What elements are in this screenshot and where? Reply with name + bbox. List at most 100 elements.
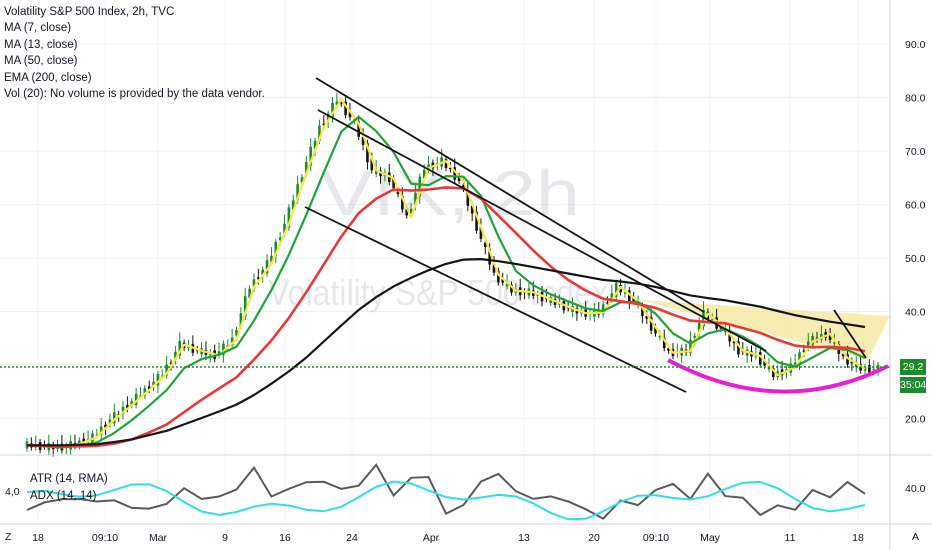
candle-up: [724, 330, 727, 333]
watermark-name: Volatility S&P 500 Index: [268, 272, 608, 313]
trend-line-lower: [304, 206, 687, 393]
time-axis[interactable]: 18 09:10 Mar 9 16 24 Apr 13 20 09:10 May 11 18: [32, 532, 864, 544]
candle-down: [645, 316, 649, 319]
candle-down: [401, 195, 404, 210]
candle-up: [710, 319, 714, 321]
x-tick-label: 18: [32, 532, 44, 544]
candle-up: [235, 329, 238, 336]
legend-adx[interactable]: ADX (14, 14): [30, 490, 97, 502]
candle-up: [243, 296, 247, 317]
candle-up: [217, 351, 221, 356]
candle-up: [95, 434, 99, 436]
candle-down: [763, 360, 766, 366]
candle-down: [662, 337, 666, 349]
candle-down: [497, 270, 500, 283]
candle-up: [265, 260, 269, 274]
candle-up: [854, 362, 858, 368]
ema200-line[interactable]: [27, 258, 866, 447]
chart-legend: Volatility S&P 500 Index, 2h, TVC MA (7,…: [4, 4, 265, 102]
x-tick-label: Mar: [149, 532, 168, 544]
candle-down: [641, 305, 644, 317]
candle-down: [667, 348, 670, 351]
trend-line-mid: [317, 109, 767, 352]
trend-line-upper: [315, 77, 705, 313]
candle-up: [222, 343, 225, 356]
legend-ema200[interactable]: EMA (200, close): [4, 71, 92, 84]
atr-line[interactable]: [26, 463, 866, 520]
candle-up: [318, 125, 321, 141]
candle-up: [326, 113, 330, 121]
candle-up: [863, 366, 867, 371]
rounded-bottom-arc[interactable]: [667, 358, 889, 394]
candle-up: [767, 366, 771, 370]
candle-up: [287, 207, 291, 228]
candle-up: [230, 337, 234, 346]
candle-down: [501, 278, 505, 283]
x-tick-label: 9: [222, 532, 228, 544]
x-tick-label: May: [700, 532, 721, 544]
candle-down: [492, 264, 496, 273]
trend-lines[interactable]: [304, 77, 867, 393]
candle-up: [601, 304, 605, 315]
candle-down: [470, 205, 474, 214]
candle-down: [510, 284, 513, 293]
legend-ma7[interactable]: MA (7, close): [4, 22, 72, 35]
footer-right-glyph[interactable]: A: [912, 531, 919, 543]
candle-down: [462, 184, 465, 189]
legend-title[interactable]: Volatility S&P 500 Index, 2h, TVC: [4, 6, 175, 18]
candle-up: [422, 169, 426, 179]
candle-up: [610, 293, 614, 300]
candle-up: [697, 323, 701, 333]
candle-down: [758, 352, 762, 365]
candle-up: [156, 373, 160, 386]
candle-down: [802, 350, 806, 352]
indicator-legend: ATR (14, RMA) ADX (14, 14): [30, 471, 108, 505]
candle-down: [483, 242, 487, 248]
candle-down: [654, 327, 657, 334]
candle-up: [313, 140, 317, 149]
legend-atr[interactable]: ATR (14, RMA): [30, 473, 108, 485]
candle-down: [606, 302, 609, 304]
legend-ma13[interactable]: MA (13, close): [4, 38, 78, 51]
candle-up: [693, 336, 697, 338]
candle-up: [658, 336, 662, 338]
candle-down: [828, 333, 832, 340]
ma50-line[interactable]: [26, 186, 866, 448]
candle-down: [339, 101, 343, 104]
candle-up: [296, 184, 299, 201]
footer-left-glyph[interactable]: Z: [5, 531, 12, 543]
candle-up: [134, 393, 138, 406]
candle-up: [623, 292, 627, 294]
candle-down: [737, 341, 740, 355]
y-tick-label: 80.0: [905, 93, 926, 105]
countdown-tag: 35:04: [900, 377, 927, 393]
candle-down: [449, 167, 452, 170]
y-tick-label: 90.0: [905, 39, 926, 51]
candle-down: [257, 277, 260, 280]
candle-up: [239, 313, 243, 327]
candle-up: [270, 255, 273, 263]
candle-up: [152, 381, 155, 386]
candle-up: [335, 101, 339, 105]
candle-up: [274, 241, 278, 256]
candle-down: [841, 353, 845, 357]
candle-down: [846, 354, 849, 365]
trend-line-short: [833, 309, 867, 359]
y-tick-label: 60.0: [905, 200, 926, 212]
candle-up: [418, 176, 422, 197]
candle-up: [178, 340, 182, 356]
candle-down: [104, 424, 107, 428]
candle-up: [283, 223, 286, 234]
candle-down: [868, 365, 871, 373]
legend-volume[interactable]: Vol (20): No volume is provided by the d…: [4, 88, 265, 101]
candle-up: [121, 406, 125, 415]
x-tick-label: 24: [346, 532, 358, 544]
x-tick-label: 20: [588, 532, 600, 544]
candle-down: [728, 332, 731, 342]
legend-ma50[interactable]: MA (50, close): [4, 55, 78, 68]
candle-down: [772, 368, 775, 378]
candle-down: [322, 123, 326, 125]
candle-up: [99, 426, 103, 435]
adx-line[interactable]: [26, 480, 866, 521]
